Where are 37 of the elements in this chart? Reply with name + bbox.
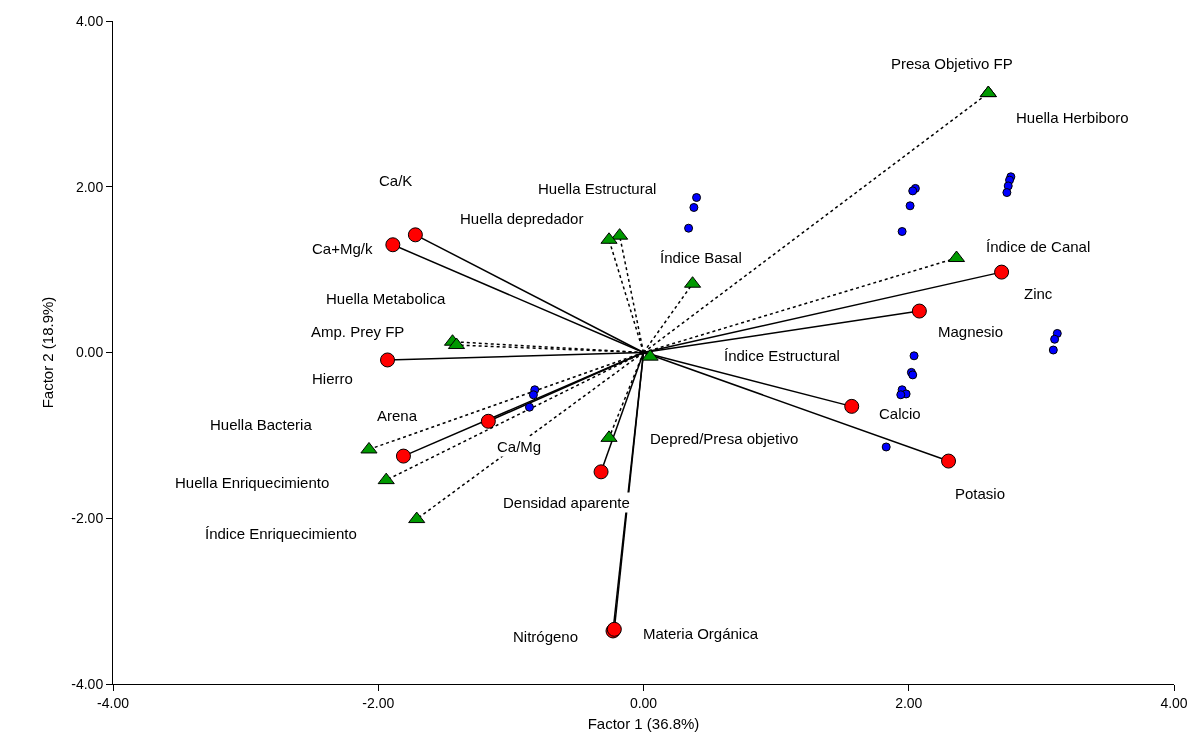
annotation: Densidad aparente bbox=[503, 494, 630, 511]
annotation: Huella Enriquecimiento bbox=[175, 474, 330, 491]
annotation: Magnesio bbox=[938, 323, 1004, 340]
annotation: Depred/Presa objetivo bbox=[650, 430, 799, 447]
annotation: Presa Objetivo FP bbox=[891, 55, 1013, 72]
y-tick-label: -2.00 bbox=[71, 510, 104, 527]
annotation: Huella Bacteria bbox=[210, 416, 313, 433]
x-tick-label: 2.00 bbox=[895, 694, 923, 711]
annotation: Amp. Prey FP bbox=[311, 323, 405, 340]
annotation: Zinc bbox=[1024, 285, 1053, 302]
y-tick-label: 0.00 bbox=[75, 344, 104, 361]
x-tick-label: -2.00 bbox=[362, 694, 395, 711]
annotation: Nitrógeno bbox=[513, 628, 579, 645]
annotation: Arena bbox=[377, 407, 418, 424]
annotation: Materia Orgánica bbox=[643, 625, 759, 642]
x-tick-label: -4.00 bbox=[97, 694, 130, 711]
annotation: Hierro bbox=[312, 370, 353, 387]
x-axis-title: Factor 1 (36.8%) bbox=[587, 714, 700, 732]
annotation: Índice de Canal bbox=[986, 238, 1091, 255]
annotation: Potasio bbox=[955, 485, 1006, 502]
annotation: Huella depredador bbox=[460, 210, 584, 227]
annotation: Huella Estructural bbox=[538, 180, 657, 197]
y-axis-title: Factor 2 (18.9%) bbox=[38, 296, 56, 409]
annotation: Índice Enriquecimiento bbox=[205, 525, 357, 542]
annotation: Índice Estructural bbox=[724, 347, 840, 364]
x-tick-label: 4.00 bbox=[1160, 694, 1188, 711]
annotation: Índice Basal bbox=[660, 249, 742, 266]
x-tick-label: 0.00 bbox=[629, 694, 658, 711]
y-tick-label: -4.00 bbox=[71, 675, 104, 692]
annotation: Huella Herbiboro bbox=[1016, 109, 1129, 126]
annotation: Calcio bbox=[879, 405, 921, 422]
annotation: Ca/K bbox=[379, 172, 413, 189]
annotation: Huella Metabolica bbox=[326, 290, 446, 307]
y-tick-label: 2.00 bbox=[75, 178, 104, 195]
y-tick-label: 4.00 bbox=[75, 12, 104, 29]
annotation: Ca/Mg bbox=[497, 438, 542, 455]
annotation: Ca+Mg/k bbox=[312, 240, 373, 257]
